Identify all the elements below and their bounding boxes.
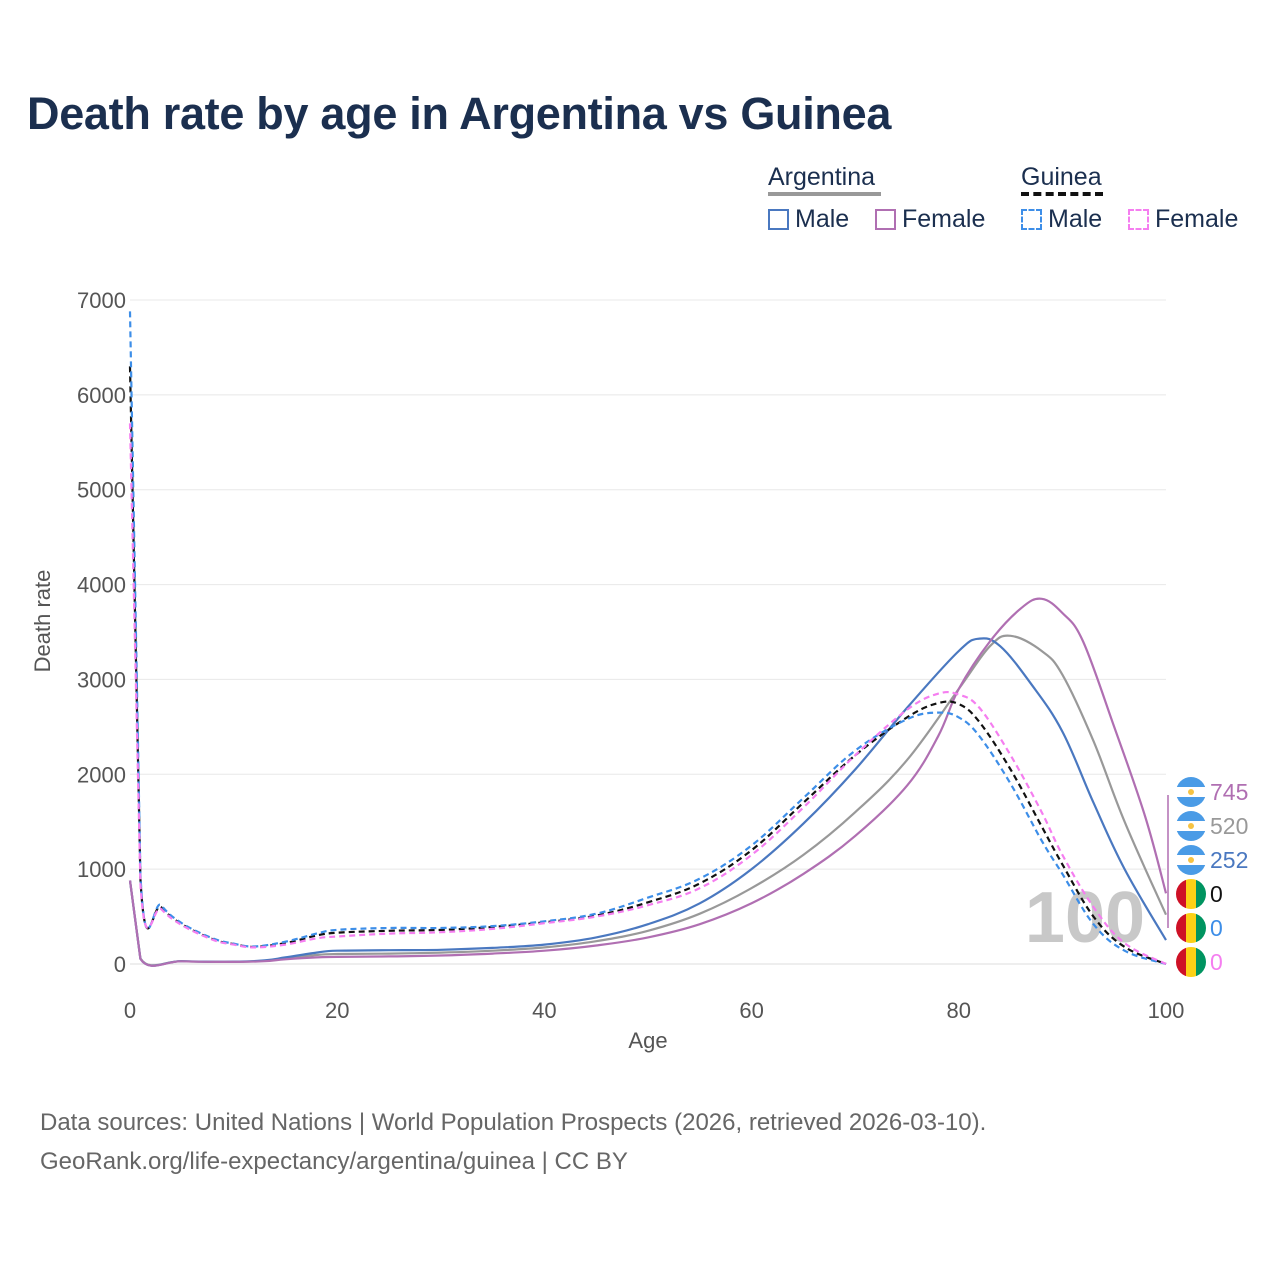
legend-label-argentina-male: Male (795, 205, 850, 233)
x-axis-label: Age (628, 1028, 667, 1053)
legend-argentina-female[interactable]: Female (875, 205, 985, 234)
y-tick-7000: 7000 (77, 288, 126, 313)
grid-lines (130, 299, 1166, 965)
legend-group-argentina-label: Argentina (768, 163, 876, 191)
footer-link[interactable]: GeoRank.org/life-expectancy/argentina/gu… (40, 1148, 628, 1175)
x-tick-60: 60 (739, 998, 763, 1023)
end-labels: 745 520 252 0 0 0 (1167, 777, 1248, 977)
y-tick-6000: 6000 (77, 383, 126, 408)
legend-label-argentina-female: Female (902, 205, 986, 233)
x-tick-100: 100 (1148, 998, 1185, 1023)
end-label-4: 0 (1176, 913, 1223, 943)
argentina-flag-sun (1188, 857, 1194, 863)
end-label-2: 252 (1176, 845, 1248, 875)
y-axis-label: Death rate (30, 570, 55, 673)
y-tick-labels: 0 1000 2000 3000 4000 5000 6000 7000 (77, 288, 126, 977)
guinea-flag-stripe-green (1196, 913, 1206, 943)
guinea-flag-stripe-green (1196, 879, 1206, 909)
legend-group-guinea[interactable]: Guinea (1021, 163, 1103, 196)
end-label-value-0: 745 (1210, 779, 1248, 805)
y-tick-0: 0 (114, 952, 126, 977)
end-label-value-1: 520 (1210, 813, 1248, 839)
series-guinea-total[interactable] (128, 366, 1167, 966)
guinea-flag-stripe-yellow (1186, 879, 1196, 909)
legend-group-guinea-line (1021, 192, 1103, 196)
end-label-value-5: 0 (1210, 949, 1223, 975)
end-label-3: 0 (1176, 879, 1223, 909)
guinea-flag-icon (1176, 879, 1186, 909)
y-tick-2000: 2000 (77, 762, 126, 787)
x-tick-labels: 0 20 40 60 80 100 (124, 998, 1184, 1023)
guinea-flag-stripe-green (1196, 947, 1206, 977)
series-guinea-male[interactable] (128, 311, 1167, 966)
x-tick-40: 40 (532, 998, 556, 1023)
series-argentina-female[interactable] (128, 597, 1168, 967)
legend-swatch-guinea-male (1021, 209, 1042, 230)
chart-title: Death rate by age in Argentina vs Guinea (27, 88, 892, 139)
end-label-value-3: 0 (1210, 881, 1223, 907)
legend-swatch-argentina-female (875, 209, 896, 230)
legend-label-guinea-female: Female (1155, 205, 1239, 233)
legend-group-argentina-line (768, 192, 881, 196)
y-tick-5000: 5000 (77, 478, 126, 503)
guinea-flag-stripe-yellow (1186, 947, 1196, 977)
argentina-flag-sun (1188, 823, 1194, 829)
series-guinea-female[interactable] (128, 423, 1167, 965)
end-label-value-2: 252 (1210, 847, 1248, 873)
series-argentina-male[interactable] (128, 637, 1167, 967)
x-tick-20: 20 (325, 998, 349, 1023)
legend-group-argentina[interactable]: Argentina (768, 163, 881, 196)
legend-group-guinea-label: Guinea (1021, 163, 1102, 191)
y-tick-3000: 3000 (77, 667, 126, 692)
guinea-flag-icon (1176, 947, 1186, 977)
legend-guinea-male[interactable]: Male (1021, 205, 1102, 234)
guinea-flag-stripe-yellow (1186, 913, 1196, 943)
argentina-flag-sun (1188, 789, 1194, 795)
end-label-5: 0 (1176, 947, 1223, 977)
legend-swatch-guinea-female (1128, 209, 1149, 230)
y-tick-1000: 1000 (77, 857, 126, 882)
end-label-value-4: 0 (1210, 915, 1223, 941)
series-argentina-total[interactable] (128, 634, 1168, 967)
x-tick-0: 0 (124, 998, 136, 1023)
series-lines (128, 311, 1168, 967)
legend-guinea-female[interactable]: Female (1128, 205, 1238, 234)
footer-sources: Data sources: United Nations | World Pop… (40, 1109, 987, 1136)
end-label-0: 745 (1176, 777, 1248, 807)
end-label-1: 520 (1176, 811, 1248, 841)
x-tick-80: 80 (947, 998, 971, 1023)
legend-argentina-male[interactable]: Male (768, 205, 849, 234)
y-tick-4000: 4000 (77, 573, 126, 598)
legend-label-guinea-male: Male (1048, 205, 1103, 233)
legend-swatch-argentina-male (768, 209, 789, 230)
guinea-flag-icon (1176, 913, 1186, 943)
